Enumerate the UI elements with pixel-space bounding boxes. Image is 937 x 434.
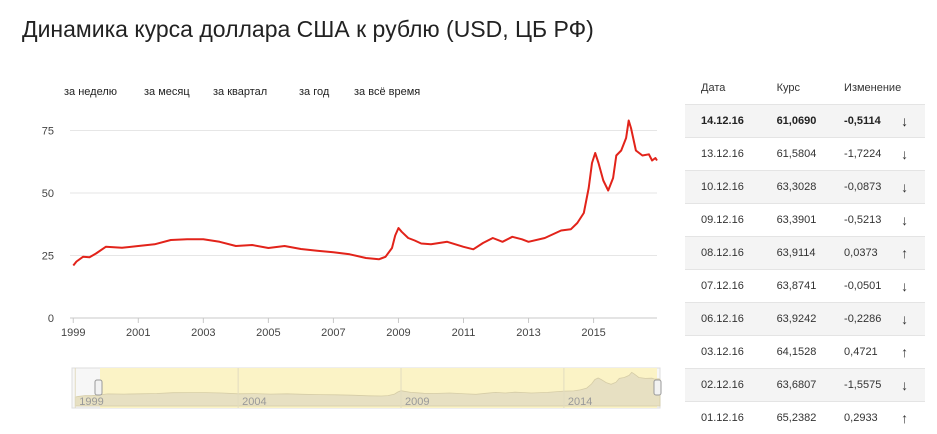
change-arrow-down-icon: ↓ [901,171,925,204]
navigator-right-handle[interactable] [654,380,661,395]
navigator-label: 1999 [79,396,103,408]
cell-rate: 63,6807 [777,369,844,402]
cell-rate: 61,5804 [777,138,844,171]
x-tick-label: 2005 [256,327,280,339]
navigator-label: 2004 [242,396,266,408]
change-arrow-down-icon: ↓ [901,105,925,138]
cell-rate: 64,1528 [777,336,844,369]
y-tick-label: 50 [42,188,54,200]
tab-week[interactable]: за неделю [64,86,117,98]
header-date: Дата [685,72,777,105]
cell-rate: 63,9114 [777,237,844,270]
y-tick-label: 75 [42,126,54,138]
rate-chart[interactable]: 0 25 50 75 1999 2001 2003 2005 2007 2009 2011 2013… [0,110,670,345]
cell-change: 0,4721 [844,336,901,369]
y-axis: 0 25 50 75 [42,126,54,326]
cell-change: -0,2286 [844,303,901,336]
x-tick-label: 1999 [61,327,85,339]
x-tick-label: 2013 [516,327,540,339]
cell-rate: 63,9242 [777,303,844,336]
x-tick-label: 2015 [581,327,605,339]
tab-quarter[interactable]: за квартал [213,86,267,98]
x-tick-label: 2007 [321,327,345,339]
cell-change: -1,7224 [844,138,901,171]
cell-change: -1,5575 [844,369,901,402]
table-header-row: Дата Курс Изменение [685,72,925,105]
change-arrow-up-icon: ↑ [901,336,925,369]
cell-change: 0,2933 [844,402,901,434]
cell-date: 01.12.16 [685,402,777,434]
chart-grid [70,131,657,319]
cell-rate: 61,0690 [777,105,844,138]
cell-date: 02.12.16 [685,369,777,402]
cell-change: -0,5114 [844,105,901,138]
cell-date: 03.12.16 [685,336,777,369]
page-title: Динамика курса доллара США к рублю (USD,… [22,16,594,43]
x-tick-label: 2003 [191,327,215,339]
navigator-label: 2014 [568,396,592,408]
cell-date: 06.12.16 [685,303,777,336]
change-arrow-down-icon: ↓ [901,204,925,237]
change-arrow-up-icon: ↑ [901,237,925,270]
cell-change: -0,5213 [844,204,901,237]
navigator-left-handle[interactable] [95,380,102,395]
tab-year[interactable]: за год [299,86,329,98]
tab-all-time[interactable]: за всё время [354,86,420,98]
cell-date: 14.12.16 [685,105,777,138]
tab-month[interactable]: за месяц [144,86,190,98]
x-tick-label: 2011 [452,327,476,339]
cell-rate: 63,3901 [777,204,844,237]
header-rate: Курс [777,72,844,105]
cell-date: 09.12.16 [685,204,777,237]
cell-change: -0,0501 [844,270,901,303]
cell-rate: 63,8741 [777,270,844,303]
header-change: Изменение [844,72,925,105]
cell-date: 08.12.16 [685,237,777,270]
y-tick-label: 0 [48,313,54,325]
x-axis: 1999 2001 2003 2005 2007 2009 2011 2013 2015 [61,318,606,339]
range-navigator[interactable]: 1999 2004 2009 2014 [0,366,670,411]
x-tick-label: 2001 [126,327,150,339]
change-arrow-up-icon: ↑ [901,402,925,434]
navigator-label: 2009 [405,396,429,408]
cell-date: 10.12.16 [685,171,777,204]
change-arrow-down-icon: ↓ [901,270,925,303]
cell-rate: 65,2382 [777,402,844,434]
x-tick-label: 2009 [386,327,410,339]
y-tick-label: 25 [42,251,54,263]
cell-change: 0,0373 [844,237,901,270]
cell-date: 13.12.16 [685,138,777,171]
change-arrow-down-icon: ↓ [901,369,925,402]
change-arrow-down-icon: ↓ [901,303,925,336]
cell-date: 07.12.16 [685,270,777,303]
change-arrow-down-icon: ↓ [901,138,925,171]
cell-rate: 63,3028 [777,171,844,204]
cell-change: -0,0873 [844,171,901,204]
